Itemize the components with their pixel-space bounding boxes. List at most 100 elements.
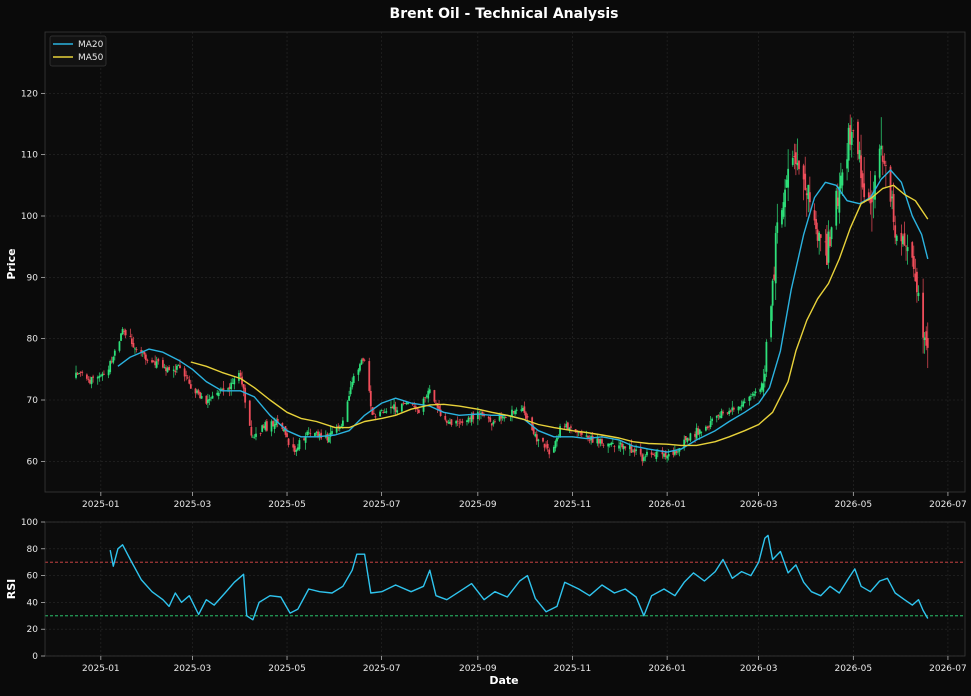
candle-body: [476, 411, 479, 419]
candle-body: [320, 432, 323, 439]
candle-body: [709, 420, 712, 428]
candle-body: [632, 450, 634, 452]
candle-body: [900, 232, 903, 242]
candle-body: [635, 449, 637, 451]
candle-body: [884, 165, 887, 167]
price-xtick-label: 2025-07: [363, 500, 401, 510]
candle-body: [781, 210, 783, 225]
candle-body: [675, 451, 678, 453]
candle-body: [296, 447, 299, 451]
candle-body: [760, 383, 763, 390]
rsi-panel: 0 20 40 60 80 100 2025-01 2025-03 2025-05 2025-07…: [21, 518, 967, 674]
candle-body: [328, 437, 330, 443]
candle-body: [847, 127, 850, 161]
candle-body: [498, 414, 501, 421]
candle-body: [362, 358, 364, 361]
rsi-axis-label: RSI: [5, 579, 18, 600]
candle-body: [608, 443, 611, 446]
candle-body: [123, 330, 126, 332]
series-line-ma50: [190, 184, 929, 447]
candle-body: [793, 155, 796, 158]
candle-body: [771, 280, 774, 306]
candle-body: [374, 416, 377, 418]
candle-body: [514, 410, 516, 415]
candle-body: [360, 359, 363, 365]
candle-body: [407, 402, 409, 405]
candle-body: [295, 449, 298, 452]
candle-body: [121, 329, 124, 335]
candle-body: [633, 449, 636, 453]
price-ytick-label: 110: [21, 151, 38, 161]
candle-body: [728, 410, 731, 415]
candle-body: [652, 454, 655, 455]
candle-body: [830, 227, 833, 240]
candle-body: [143, 351, 146, 355]
candle-body: [253, 437, 256, 439]
candle-body: [90, 377, 93, 385]
candle-body: [98, 375, 101, 378]
candle-body: [231, 382, 234, 384]
candle-body: [306, 431, 309, 436]
candle-body: [129, 336, 132, 337]
candle-body: [902, 236, 904, 245]
candle-body: [794, 152, 797, 165]
candle-body: [759, 389, 762, 392]
candle-body: [563, 426, 566, 428]
candle-body: [773, 274, 776, 280]
rsi-ytick-label: 20: [27, 625, 39, 635]
candle-body: [85, 374, 88, 379]
candle-body: [92, 376, 94, 378]
candle-body: [796, 162, 799, 166]
candle-body: [261, 425, 264, 432]
candle-body: [722, 411, 724, 414]
rsi-ytick-label: 40: [27, 598, 39, 608]
candle-body: [863, 183, 866, 198]
price-frame: [44, 31, 966, 493]
candle-body: [672, 450, 675, 455]
candle-body: [438, 406, 440, 410]
candle-body: [492, 421, 495, 425]
candle-body: [177, 364, 180, 366]
candle-body: [185, 375, 188, 377]
candle-body: [283, 429, 285, 432]
series-line-rsi: [109, 534, 929, 621]
candle-body: [487, 416, 490, 419]
candle-body: [664, 450, 667, 457]
candle-body: [624, 446, 627, 449]
legend-label-ma20: MA20: [78, 40, 104, 50]
candle-body: [89, 379, 91, 384]
candle-body: [554, 441, 557, 449]
candle-body: [906, 247, 909, 252]
candle-body: [807, 184, 810, 200]
candle-body: [489, 417, 492, 422]
candle-body: [404, 403, 406, 404]
candle-body: [720, 411, 723, 419]
candle-body: [455, 421, 458, 424]
candle-body: [804, 173, 807, 190]
candle-body: [815, 219, 817, 230]
candle-body: [417, 409, 420, 413]
candle-body: [272, 421, 274, 427]
candle-body: [926, 337, 929, 348]
candle-body: [587, 435, 589, 440]
candle-body: [99, 375, 102, 377]
candle-body: [172, 369, 175, 371]
candle-body: [644, 456, 647, 458]
candle-body: [405, 402, 408, 405]
rsi-xtick-label: 2025-07: [363, 664, 401, 674]
candle-body: [113, 350, 116, 356]
candle-body: [894, 225, 897, 238]
candle-body: [889, 166, 892, 202]
candle-body: [324, 436, 327, 438]
candle-body: [922, 292, 925, 338]
candle-body: [673, 451, 676, 455]
rsi-xtick-label: 2026-01: [648, 664, 686, 674]
candle-body: [520, 409, 523, 411]
candle-body: [597, 438, 600, 444]
candle-body: [740, 405, 743, 407]
candle-body: [566, 422, 569, 430]
candle-body: [152, 360, 155, 362]
price-ytick-label: 90: [27, 273, 39, 283]
candle-body: [273, 424, 276, 430]
